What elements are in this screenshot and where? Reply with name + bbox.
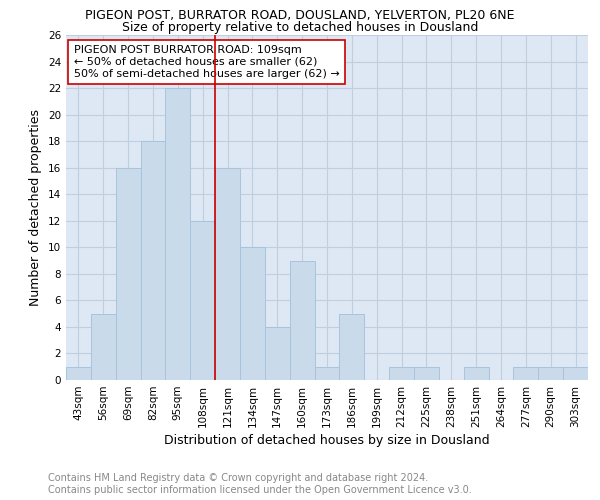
Y-axis label: Number of detached properties: Number of detached properties (29, 109, 43, 306)
Bar (538, 366, 563, 380)
Bar (240, 248, 265, 380)
Bar (563, 366, 588, 380)
Bar (314, 366, 340, 380)
Text: Contains HM Land Registry data © Crown copyright and database right 2024.
Contai: Contains HM Land Registry data © Crown c… (48, 474, 472, 495)
Bar (265, 327, 290, 380)
Bar (66, 366, 91, 380)
Bar (514, 366, 538, 380)
Bar (166, 88, 190, 380)
Bar (190, 221, 215, 380)
Bar (464, 366, 488, 380)
Bar (215, 168, 240, 380)
Bar (140, 141, 166, 380)
Text: Size of property relative to detached houses in Dousland: Size of property relative to detached ho… (122, 21, 478, 34)
Bar (340, 314, 364, 380)
X-axis label: Distribution of detached houses by size in Dousland: Distribution of detached houses by size … (164, 434, 490, 447)
Bar (389, 366, 414, 380)
Bar (116, 168, 140, 380)
Text: PIGEON POST BURRATOR ROAD: 109sqm
← 50% of detached houses are smaller (62)
50% : PIGEON POST BURRATOR ROAD: 109sqm ← 50% … (74, 46, 340, 78)
Bar (414, 366, 439, 380)
Bar (290, 260, 314, 380)
Bar (91, 314, 116, 380)
Text: PIGEON POST, BURRATOR ROAD, DOUSLAND, YELVERTON, PL20 6NE: PIGEON POST, BURRATOR ROAD, DOUSLAND, YE… (85, 9, 515, 22)
